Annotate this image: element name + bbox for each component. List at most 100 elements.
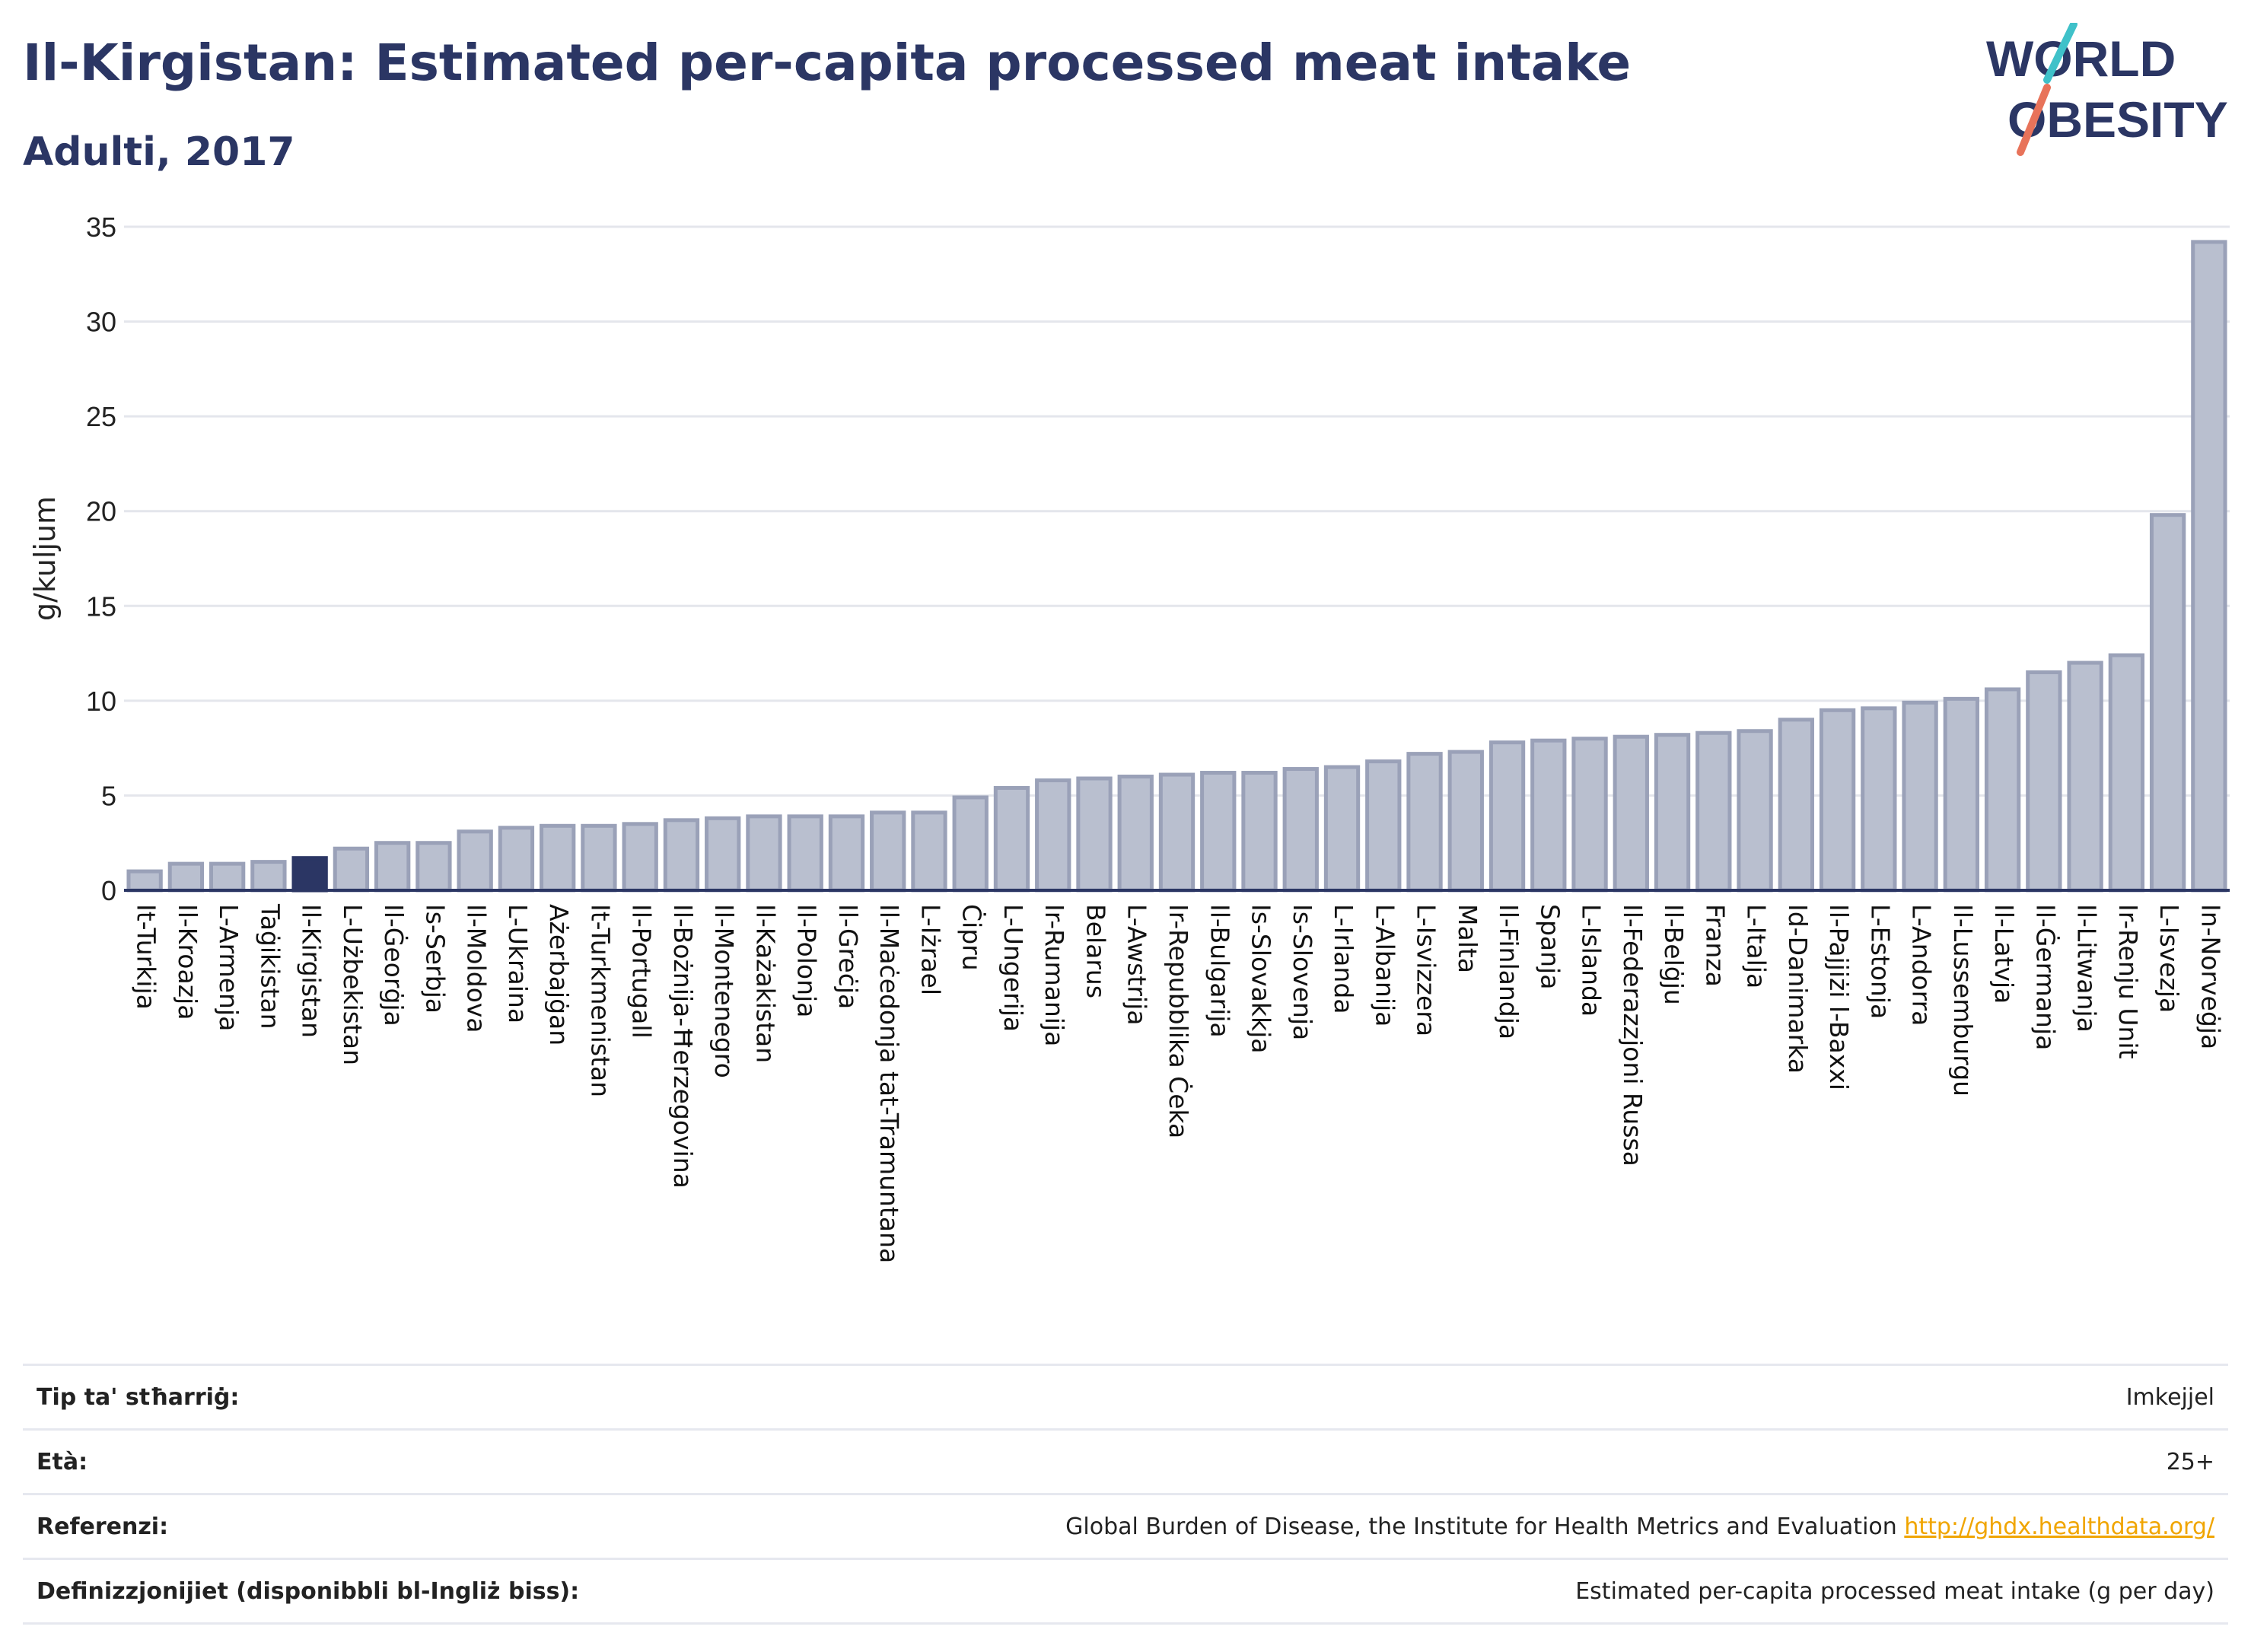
x-tick-label: Ir-Rumanija	[1040, 904, 1069, 1046]
x-tick-label: L-Armenja	[214, 904, 244, 1031]
info-row-age: Età: 25+	[23, 1428, 2228, 1493]
x-tick-label: Il-Pajjiżi l-Baxxi	[1824, 904, 1854, 1090]
bar	[1778, 718, 1814, 893]
bar	[1819, 708, 1856, 893]
x-tick-label: Is-Slovenja	[1288, 904, 1317, 1040]
info-value: Global Burden of Disease, the Institute …	[1065, 1514, 2228, 1540]
x-tick-label: Is-Serbja	[420, 904, 450, 1014]
bar	[705, 816, 741, 893]
bar	[1530, 738, 1567, 893]
bar	[250, 860, 287, 893]
bar	[2191, 240, 2227, 893]
info-value: Estimated per-capita processed meat inta…	[1575, 1577, 2214, 1605]
bar	[1488, 740, 1526, 893]
bar	[1984, 687, 2021, 893]
bar	[2108, 653, 2145, 893]
bar	[333, 846, 370, 893]
x-tick-label: Franza	[1700, 904, 1730, 987]
x-tick-label: L-Ukraina	[503, 904, 533, 1023]
info-value: 25+	[2166, 1448, 2214, 1475]
x-tick-label: L-Albanija	[1370, 904, 1399, 1027]
bar	[663, 818, 700, 893]
bar	[1158, 772, 1196, 893]
x-tick-label: Il-Ġermanja	[2030, 904, 2061, 1050]
x-tick-label: L-Islanda	[1577, 904, 1606, 1017]
x-tick-label: Il-Maċedonja tat-Tramuntana	[874, 904, 904, 1263]
bar	[787, 814, 823, 893]
x-tick-label: It-Turkija	[132, 904, 161, 1010]
x-tick-label: L-Ungerija	[998, 904, 1028, 1032]
bar	[540, 823, 576, 893]
bar	[1571, 737, 1608, 893]
bar	[911, 810, 947, 893]
logo-text-world: WORLD	[1986, 30, 2176, 87]
reference-link[interactable]: http://ghdx.healthdata.org/	[1904, 1513, 2214, 1540]
x-tick-label: L-Użbekistan	[338, 904, 368, 1065]
bar	[1737, 729, 1773, 893]
bar	[1943, 696, 1980, 893]
bar	[1695, 731, 1732, 893]
reference-text: Global Burden of Disease, the Institute …	[1065, 1513, 1905, 1540]
x-tick-label: In-Norveġja	[2195, 904, 2225, 1049]
bar	[1200, 771, 1237, 893]
bar	[415, 841, 452, 893]
info-label: Referenzi:	[37, 1513, 169, 1540]
bar	[374, 841, 411, 893]
bar	[1365, 759, 1402, 893]
world-obesity-logo: WORLD OBESITY	[1986, 23, 2228, 156]
x-tick-label: Il-Montenegro	[709, 904, 739, 1078]
y-tick-label: 5	[101, 780, 116, 811]
x-tick-label: Ażerbajġan	[544, 904, 574, 1046]
info-row-references: Referenzi: Global Burden of Disease, the…	[23, 1493, 2228, 1558]
bar	[209, 861, 246, 893]
info-value: Imkejjel	[2125, 1383, 2214, 1411]
bar	[498, 826, 535, 893]
bar-chart: 0 5 10 15 20 25 30 35 g/kuljum It-Turkija Il-Kroaz…	[28, 212, 2230, 1263]
x-tick-label: Il-Portugall	[627, 904, 657, 1039]
x-tick-label: Il-Lussemburgu	[1948, 904, 1978, 1097]
bar	[952, 795, 989, 893]
y-tick-label: 25	[86, 401, 116, 432]
x-tick-label: L-Isvezja	[2154, 904, 2184, 1013]
bar	[581, 823, 617, 893]
bar	[828, 814, 865, 893]
bar	[1613, 734, 1649, 893]
x-tick-label: L-Awstrija	[1122, 904, 1152, 1025]
x-tick-label: Il-Litwanja	[2072, 904, 2102, 1033]
x-tick-label: Il-Bożnija-Ħerzegovina	[668, 904, 698, 1189]
bar	[1323, 765, 1361, 893]
bar	[1117, 775, 1154, 893]
bar	[993, 785, 1030, 893]
info-table: Tip ta' stħarriġ: Imkejjel Età: 25+ Refe…	[23, 1364, 2228, 1625]
info-label: Età:	[37, 1448, 88, 1475]
x-tick-label: L-Estonja	[1865, 904, 1895, 1019]
bar	[2149, 513, 2186, 893]
x-tick-label: Il-Belġju	[1659, 904, 1689, 1005]
x-tick-label: L-Andorra	[1907, 904, 1937, 1026]
y-tick-label: 35	[86, 212, 116, 243]
x-tick-label: Il-Polonja	[792, 904, 822, 1017]
x-tick-label: Il-Greċja	[833, 904, 863, 1009]
bar	[622, 822, 658, 893]
x-tick-label: Id-Danimarka	[1783, 904, 1813, 1074]
bar	[1282, 767, 1319, 893]
y-tick-label: 20	[86, 496, 116, 527]
chart-subtitle: Adulti, 2017	[23, 129, 295, 175]
x-tick-label: Il-Kirgistan	[297, 904, 326, 1038]
info-row-definitions: Definizzjonijiet (disponibbli bl-Ingliż …	[23, 1558, 2228, 1625]
bar	[291, 856, 328, 893]
bar	[1241, 771, 1278, 893]
y-tick-label: 0	[101, 875, 116, 906]
x-tick-label: Il-Kroazja	[173, 904, 202, 1020]
logo-slash-teal	[2043, 23, 2077, 84]
x-tick-label: Belarus	[1081, 904, 1110, 998]
bar	[2067, 660, 2103, 893]
logo-slash-coral	[2017, 84, 2051, 156]
x-tick-label: Il-Federazzjoni Russa	[1618, 904, 1648, 1167]
bar	[457, 829, 493, 893]
x-tick-label: Il-Moldova	[462, 904, 492, 1033]
bar	[746, 814, 782, 893]
x-tick-label: Malta	[1453, 904, 1482, 973]
y-tick-label: 15	[86, 590, 116, 622]
chart-title: Il-Kirgistan: Estimated per-capita proce…	[23, 33, 1632, 92]
